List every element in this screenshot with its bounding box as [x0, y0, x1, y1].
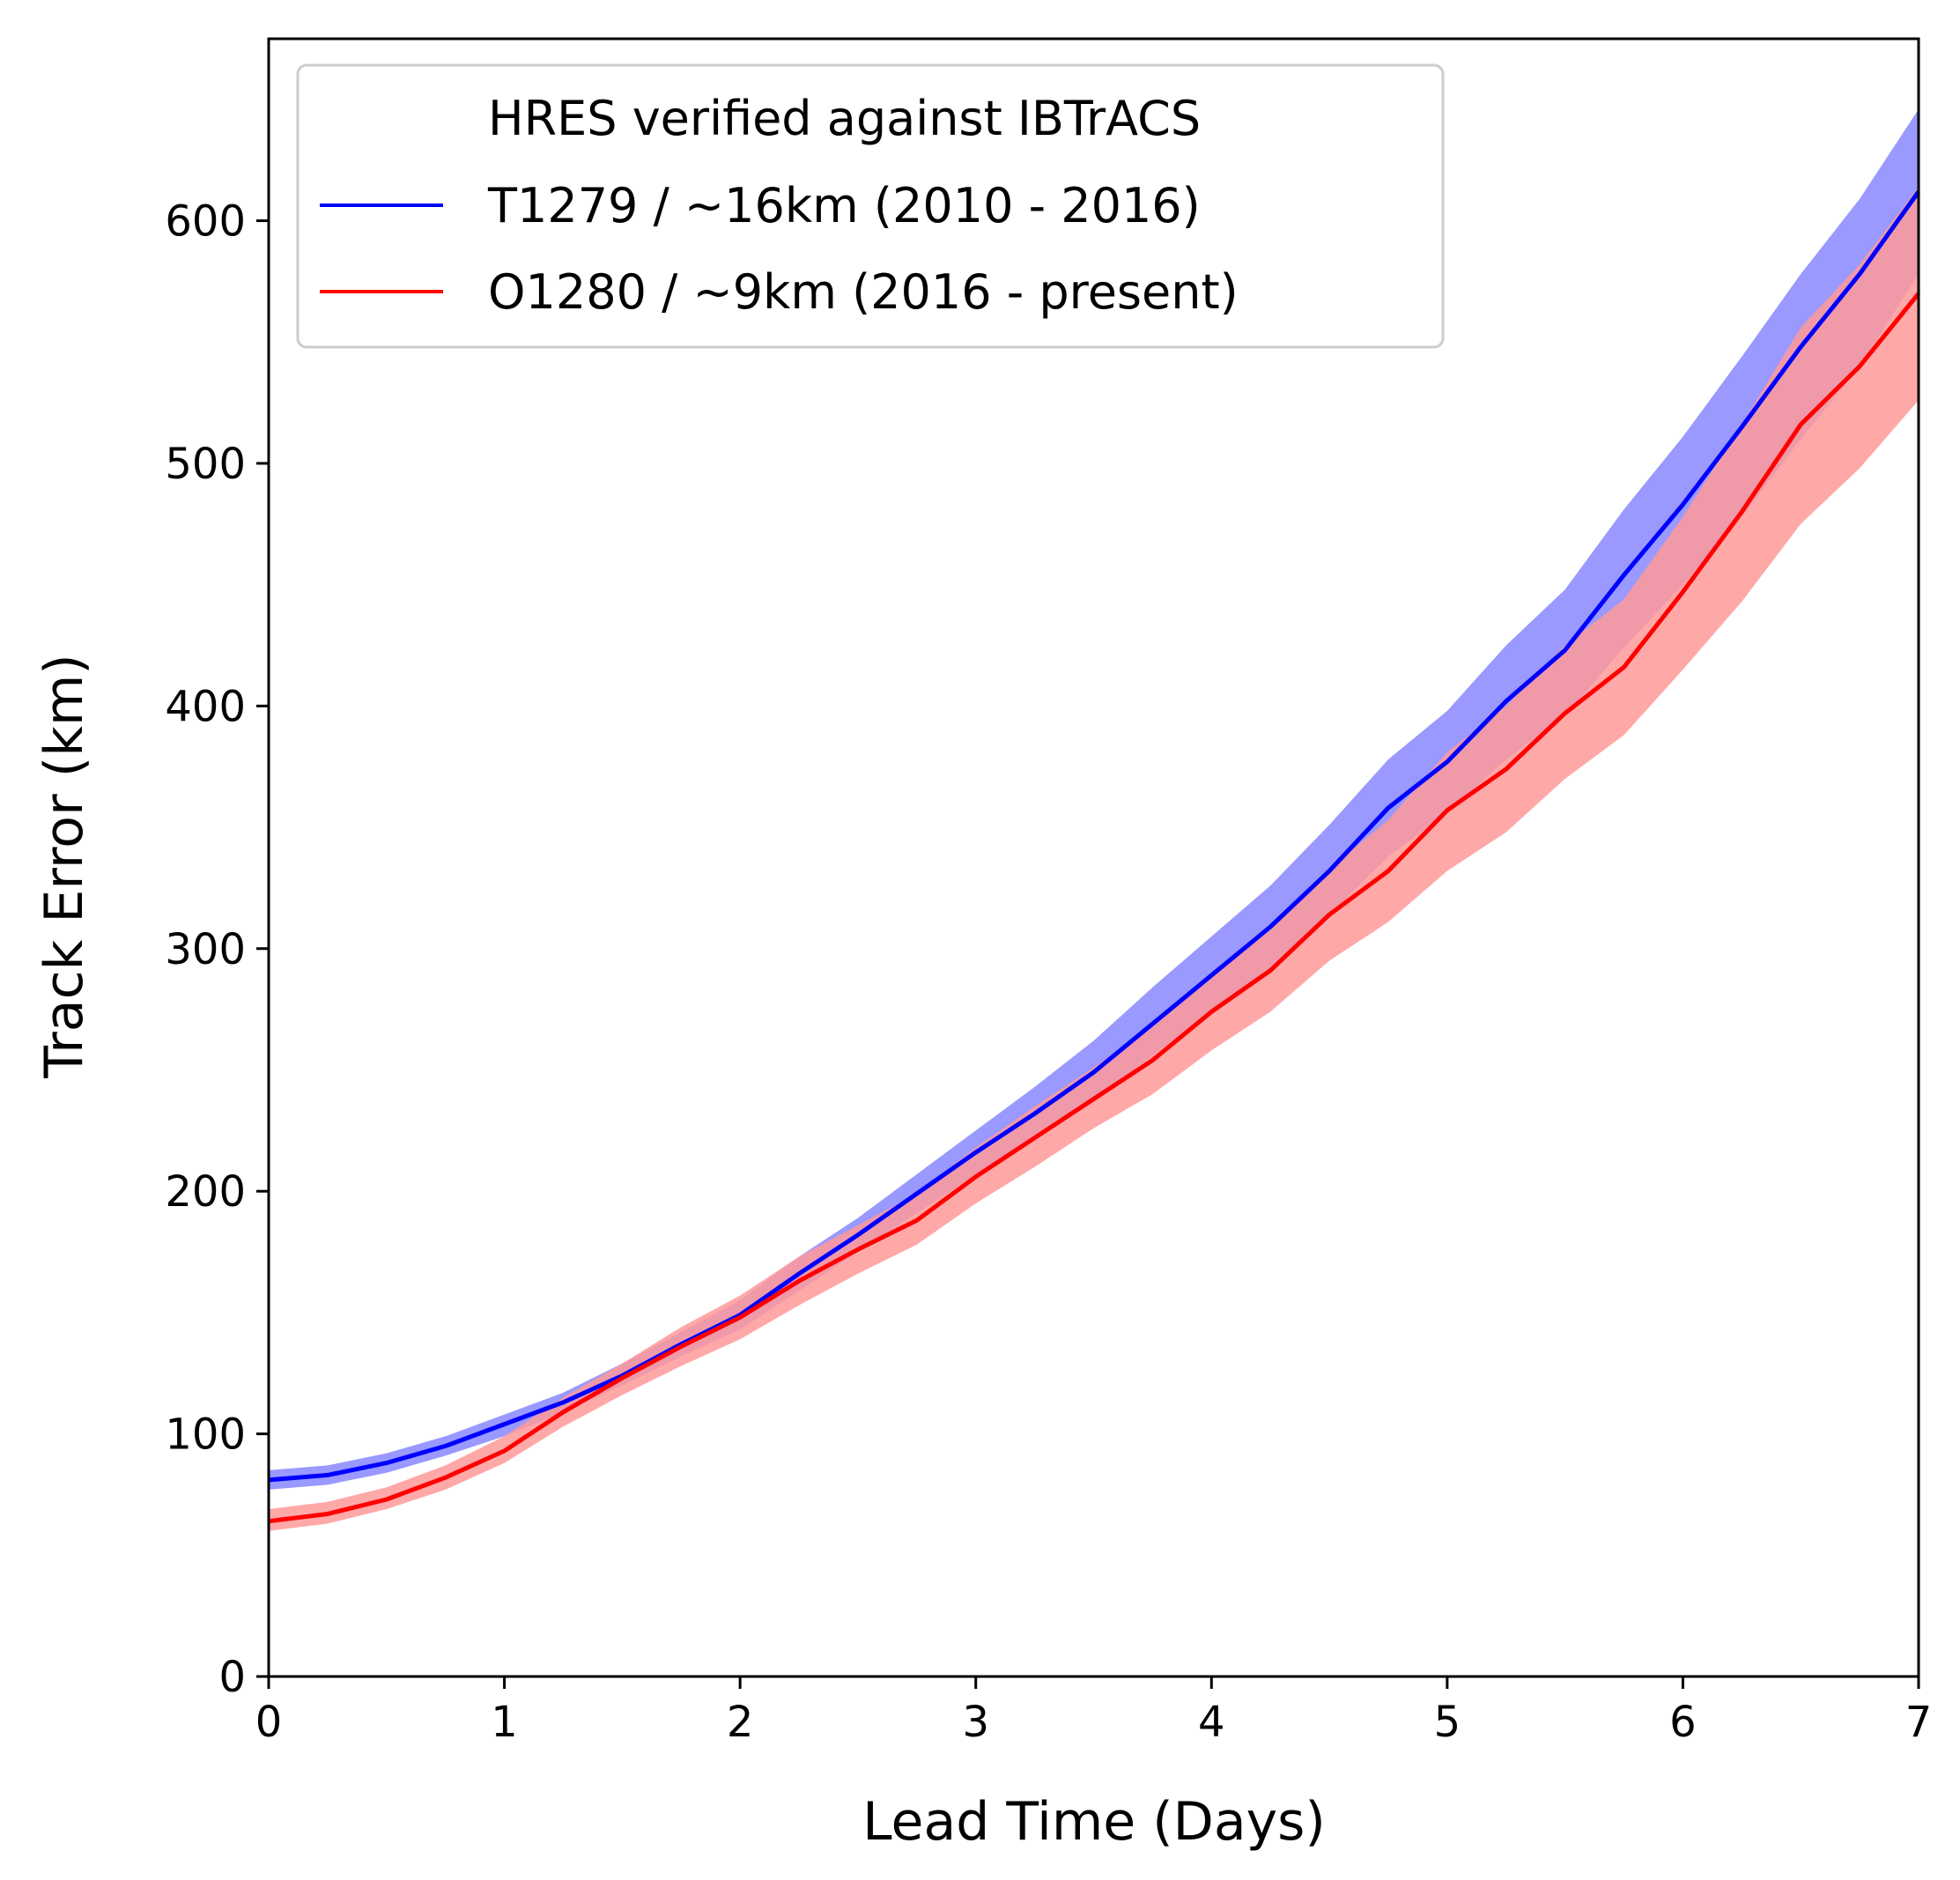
x-tick-label: 5: [1434, 1698, 1461, 1747]
x-tick-label: 3: [962, 1698, 989, 1747]
x-axis-label: Lead Time (Days): [862, 1791, 1326, 1853]
y-tick-label: 0: [218, 1653, 246, 1702]
legend-frame: [296, 63, 1445, 349]
x-tick-label: 0: [255, 1698, 283, 1747]
x-tick-label: 7: [1905, 1698, 1933, 1747]
legend-label-o1280: O1280 / ~9km (2016 - present): [488, 264, 1239, 320]
series-line-o1280: [268, 292, 1920, 1524]
y-axis-label: Track Error (km): [33, 654, 95, 1078]
legend-title: HRES verified against IBTrACS: [488, 91, 1201, 146]
legend: HRES verified against IBTrACS T1279 / ~1…: [296, 63, 1445, 349]
y-tick-label: 200: [165, 1167, 246, 1217]
y-tick-label: 500: [165, 440, 246, 489]
x-tick-label: 4: [1198, 1698, 1225, 1747]
plot-frame: [267, 37, 1920, 1678]
y-tick-label: 300: [165, 925, 246, 974]
y-tick-label: 100: [165, 1410, 246, 1460]
series-lines: [268, 190, 1921, 1524]
series-line-t1279: [268, 190, 1921, 1483]
x-tick-label: 2: [727, 1698, 754, 1747]
x-tick-label: 1: [491, 1698, 518, 1747]
x-tick-label: 6: [1669, 1698, 1697, 1747]
y-tick-label: 400: [165, 682, 246, 731]
y-tick-label: 600: [165, 197, 246, 247]
axes: 0 1 2 3 4 5 6 7 0 100 200 300 400 500 600: [165, 37, 1933, 1747]
legend-label-t1279: T1279 / ~16km (2010 - 2016): [487, 178, 1201, 233]
